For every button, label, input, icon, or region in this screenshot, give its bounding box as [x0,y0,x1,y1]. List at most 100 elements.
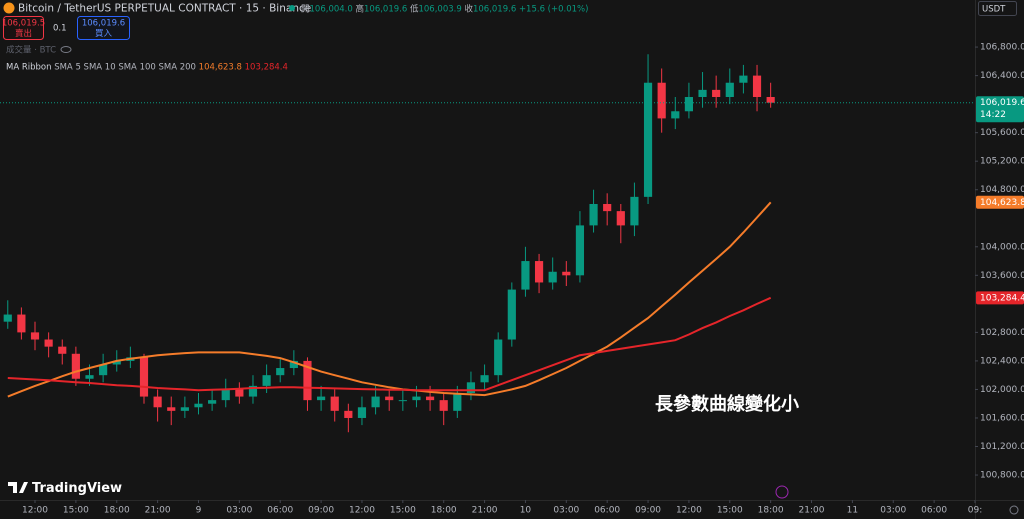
y-tick-label: 104,800.0 [980,185,1024,195]
indicator-value: 103,284.4 [245,62,288,72]
currency-button[interactable] [978,1,1017,16]
y-tick-label: 101,600.0 [980,413,1024,423]
candle-body [453,393,462,411]
candle-body [221,389,230,401]
candle-body [194,403,203,408]
candle-body [466,382,476,394]
candle-body [671,111,680,119]
status-dot [289,5,295,11]
candle-body [317,396,326,401]
x-tick-label: 10 [520,506,532,516]
candle-body [603,203,612,212]
candle-body [357,407,367,418]
candle-body [58,346,67,354]
x-tick-label: 15:00 [390,506,416,516]
x-tick-label: 11 [847,506,858,516]
x-tick-label: 21:00 [472,506,498,516]
y-tick-label: 103,600.0 [980,271,1024,281]
event-icon[interactable] [775,485,789,499]
price-tag-label: 104,623.8 [980,198,1024,208]
ohlc-value: 106,004.0 [310,4,353,14]
x-tick-label: 18:00 [758,506,784,516]
candle-body [139,357,149,397]
buy-label: 買入 [95,29,113,39]
candle-body [739,75,748,83]
visibility-icon[interactable] [60,46,72,53]
buy-button[interactable] [77,16,130,40]
ohlc-value: 106,019.6 [364,4,407,14]
x-tick-label: 09:00 [635,506,661,516]
candle-body [698,89,707,98]
candle-body [371,396,380,408]
ohlc-value: 106,003.9 [418,4,461,14]
candle-body [344,410,353,418]
settings-icon[interactable] [1009,505,1019,515]
brand-logo [8,482,28,493]
coin-icon [3,2,15,14]
x-tick-label: 03:00 [226,506,252,516]
candle-body [99,364,108,376]
indicator-value: 104,623.8 [199,62,242,72]
quantity: 0.1 [53,24,67,34]
indicator-params: SMA 5 SMA 10 SMA 100 SMA 200 [54,62,196,72]
sell-button[interactable] [3,16,44,40]
candle-body [235,389,244,397]
candle-body [725,82,734,98]
x-tick-label: 21:00 [145,506,171,516]
y-tick-label: 106,800.0 [980,43,1024,53]
x-tick-label: 06:00 [267,506,293,516]
candle-body [657,82,666,119]
ohlc-key: 高 [355,3,364,14]
price-tag [976,96,1024,123]
candle-body [71,353,80,379]
indicator-legend: MA Ribbon SMA 5 SMA 10 SMA 100 SMA 200 1… [6,62,288,72]
candle-body [180,407,189,411]
x-tick-label: 03:00 [553,506,579,516]
candle-body [44,339,53,347]
candle-body [412,396,421,401]
volume-label: 成交量 · BTC [6,45,56,56]
x-tick-label: 09: [968,506,982,516]
candle-body [330,396,339,411]
candle-body [507,289,516,340]
indicator-name: MA Ribbon [6,62,52,72]
moving-average-line [7,201,772,398]
y-tick-label: 106,400.0 [980,71,1024,81]
ohlc-key: 開 [301,4,310,14]
ohlc-value: 106,019.6 [473,4,516,14]
candle-body [534,261,544,283]
candle-body [589,203,598,226]
buy-price: 106,019.6 [82,19,125,29]
y-tick-label: 100,800.0 [980,471,1024,481]
candle-body [303,360,312,401]
candle-body [575,225,585,276]
candle-body [385,396,394,401]
candle-body [153,396,162,408]
symbol-title: Bitcoin / TetherUS PERPETUAL CONTRACT · … [18,3,311,15]
price-tag [976,291,1024,305]
x-tick-label: 03:00 [880,506,906,516]
candle-body [494,339,503,376]
candle-body [289,360,298,369]
candle-body [548,271,557,283]
candle-body [167,407,176,411]
candle-body [766,97,775,103]
candle-body [439,400,448,411]
candle-body [262,375,271,386]
y-tick-label: 102,000.0 [980,385,1024,395]
y-tick-label: 102,400.0 [980,356,1024,366]
x-tick-label: 12:00 [349,506,375,516]
x-tick-label: 06:00 [594,506,620,516]
x-tick-label: 12:00 [22,506,48,516]
x-tick-label: 15:00 [717,506,743,516]
x-tick-label: 15:00 [63,506,89,516]
x-tick-label: 09:00 [308,506,334,516]
candle-body [208,400,217,404]
y-tick-label: 102,800.0 [980,328,1024,338]
candle-body [248,385,258,397]
candle-body [112,360,121,365]
ohlc-change: +15.6 (+0.01%) [519,4,589,14]
y-tick-label: 105,600.0 [980,128,1024,138]
